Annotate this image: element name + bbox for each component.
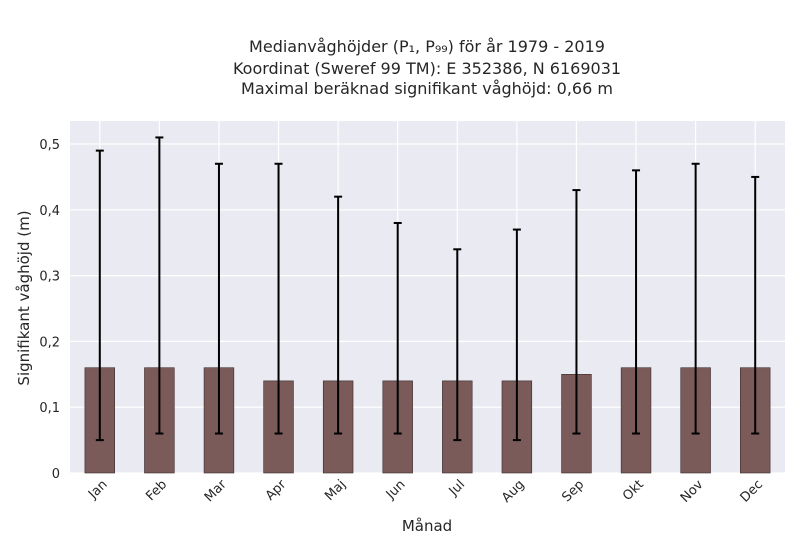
error-bar-apr: [274, 162, 283, 435]
x-tick-label: Jul: [446, 477, 468, 499]
title-line-2: Koordinat (Sweref 99 TM): E 352386, N 61…: [233, 59, 621, 78]
title-line-3: Maximal beräknad signifikant våghöjd: 0,…: [241, 79, 613, 98]
y-axis-label: Signifikant våghöjd (m): [15, 210, 33, 385]
error-bar-aug: [512, 228, 521, 442]
error-bar-okt: [632, 169, 641, 435]
x-tick-label: Nov: [678, 477, 707, 506]
x-tick-label: Aug: [499, 477, 528, 506]
y-tick-label: 0,4: [39, 204, 60, 219]
error-bar-dec: [751, 175, 760, 435]
error-bar-sep: [572, 189, 581, 435]
x-tick-label: Sep: [559, 477, 587, 505]
y-axis-ticks: 0 0,1 0,2 0,3 0,4 0,5: [39, 138, 60, 482]
error-bar-feb: [155, 136, 164, 435]
error-bar-maj: [334, 195, 343, 435]
y-tick-label: 0,3: [39, 270, 60, 285]
error-bar-jun: [393, 221, 402, 435]
y-tick-label: 0,1: [39, 401, 60, 416]
error-bar-nov: [691, 162, 700, 435]
x-tick-label: Okt: [620, 477, 647, 504]
plot-area: [70, 121, 785, 473]
x-axis-label: Månad: [402, 517, 452, 535]
error-bar-mar: [214, 162, 223, 435]
y-tick-label: 0,5: [39, 138, 60, 153]
x-tick-label: Jan: [85, 477, 110, 502]
error-bar-jul: [453, 248, 462, 442]
x-tick-label: Jun: [383, 477, 409, 503]
error-bars: [95, 136, 760, 442]
x-axis-ticks: Jan Feb Mar Apr Maj Jun Jul Aug Sep Okt Nov Dec: [85, 477, 766, 506]
chart-title: Medianvåghöjder (P₁, P₉₉) för år 1979 - …: [233, 37, 621, 98]
x-tick-label: Apr: [263, 477, 290, 504]
title-line-1: Medianvåghöjder (P₁, P₉₉) för år 1979 - …: [249, 37, 605, 56]
x-tick-label: Dec: [738, 477, 766, 505]
x-tick-label: Feb: [143, 477, 170, 504]
x-tick-label: Maj: [322, 477, 349, 504]
error-bar-jan: [95, 149, 104, 442]
y-tick-label: 0: [52, 467, 60, 482]
x-tick-label: Mar: [202, 477, 230, 505]
y-tick-label: 0,2: [39, 335, 60, 350]
